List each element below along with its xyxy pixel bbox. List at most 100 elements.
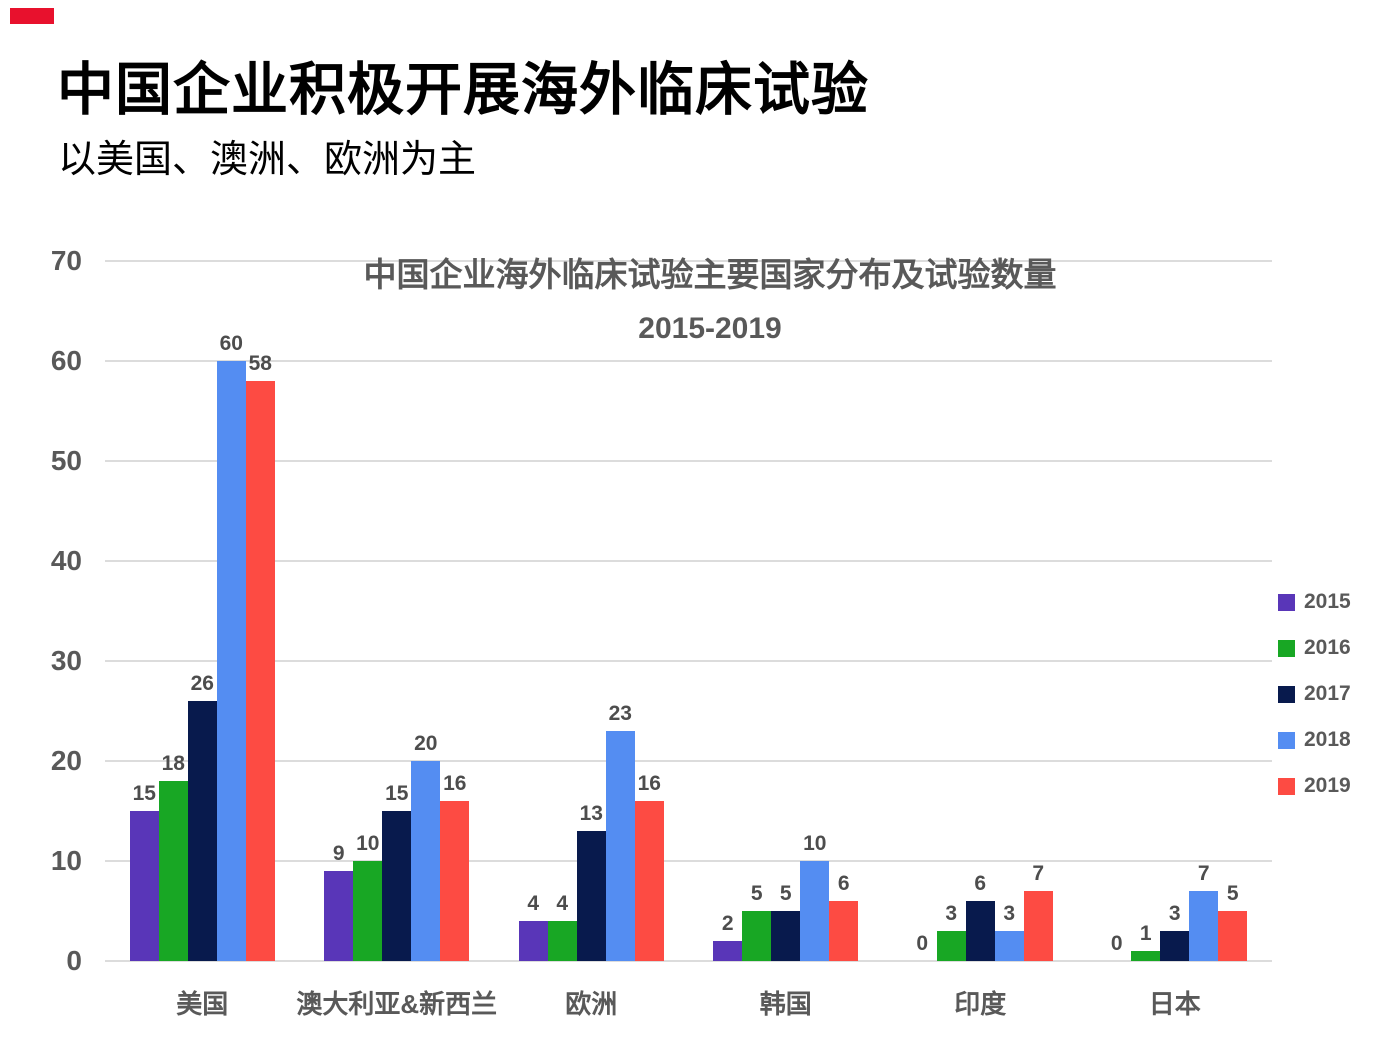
bar bbox=[936, 931, 966, 961]
bar-value-label: 3 bbox=[1168, 902, 1181, 925]
bar bbox=[1218, 911, 1248, 961]
bar bbox=[605, 731, 635, 961]
bar bbox=[742, 911, 772, 961]
gridline bbox=[105, 260, 1272, 262]
legend-swatch bbox=[1278, 593, 1295, 611]
gridline bbox=[105, 460, 1272, 462]
y-tick-label: 50 bbox=[50, 445, 82, 476]
bar bbox=[965, 901, 995, 961]
bar-value-label: 5 bbox=[779, 882, 792, 905]
bar-value-label: 16 bbox=[443, 772, 467, 795]
legend-label: 2016 bbox=[1304, 636, 1351, 659]
bar bbox=[771, 911, 801, 961]
bar-value-label: 3 bbox=[945, 902, 958, 925]
y-tick-label: 10 bbox=[50, 845, 82, 876]
bar-value-label: 26 bbox=[190, 672, 214, 695]
x-category-label: 印度 bbox=[954, 989, 1007, 1019]
bar-value-label: 58 bbox=[248, 352, 272, 375]
gridline bbox=[105, 360, 1272, 362]
legend-swatch bbox=[1278, 731, 1295, 749]
y-tick-label: 0 bbox=[66, 945, 82, 976]
x-category-label: 韩国 bbox=[759, 989, 812, 1019]
bar bbox=[411, 761, 441, 961]
bar bbox=[576, 831, 606, 961]
legend-item: 2016 bbox=[1278, 636, 1351, 660]
bar-value-label: 7 bbox=[1032, 862, 1045, 885]
x-category-label: 日本 bbox=[1148, 989, 1201, 1019]
bar-value-label: 16 bbox=[637, 772, 661, 795]
page-title: 中国企业积极开展海外临床试验 bbox=[57, 58, 869, 122]
y-tick-label: 20 bbox=[50, 745, 82, 776]
y-tick-label: 60 bbox=[50, 345, 82, 376]
legend-label: 2017 bbox=[1304, 682, 1351, 705]
bar bbox=[245, 381, 275, 961]
bar-value-label: 7 bbox=[1197, 862, 1210, 885]
bar bbox=[994, 931, 1024, 961]
bar bbox=[1189, 891, 1219, 961]
bar-value-label: 23 bbox=[608, 702, 632, 725]
bar bbox=[129, 811, 159, 961]
legend-item: 2017 bbox=[1278, 682, 1351, 706]
plot-area: 15 18 26 60 58 9 10 15 20 16 4 4 13 23 16 2 5 5 10 6 0 3 6 3 7 0 1… bbox=[105, 260, 1272, 962]
y-tick-label: 40 bbox=[50, 545, 82, 576]
bar bbox=[440, 801, 470, 961]
legend-label: 2019 bbox=[1304, 774, 1351, 797]
x-category-label: 澳大利亚&新西兰 bbox=[296, 989, 498, 1019]
gridline bbox=[105, 560, 1272, 562]
chart-title-block: 中国企业海外临床试验主要国家分布及试验数量 2015-2019 bbox=[95, 248, 1325, 346]
y-tick-label: 30 bbox=[50, 645, 82, 676]
chart-subtitle: 2015-2019 bbox=[638, 312, 782, 345]
bar-value-label: 4 bbox=[556, 892, 569, 915]
legend-swatch bbox=[1278, 777, 1295, 795]
bar bbox=[829, 901, 859, 961]
bar bbox=[518, 921, 548, 961]
gridline bbox=[105, 760, 1272, 762]
bar-value-label: 10 bbox=[356, 832, 380, 855]
bar-value-label: 9 bbox=[332, 842, 345, 865]
x-axis: 美国 澳大利亚&新西兰 欧洲 韩国 印度 日本 bbox=[105, 984, 1272, 1019]
gridline bbox=[105, 860, 1272, 862]
bar bbox=[353, 861, 383, 961]
bar bbox=[634, 801, 664, 961]
bar-value-label: 18 bbox=[161, 752, 185, 775]
legend-swatch bbox=[1278, 639, 1295, 657]
bar-value-label: 5 bbox=[750, 882, 763, 905]
legend-label: 2018 bbox=[1304, 728, 1351, 751]
bar-value-label: 6 bbox=[974, 872, 987, 895]
bar-value-label: 60 bbox=[219, 332, 243, 355]
legend-item: 2015 bbox=[1278, 590, 1351, 614]
x-category-label: 欧洲 bbox=[565, 989, 618, 1019]
bar bbox=[382, 811, 412, 961]
y-axis: 0 10 20 30 40 50 60 70 bbox=[0, 246, 82, 976]
bar-value-label: 1 bbox=[1139, 922, 1152, 945]
legend-item: 2018 bbox=[1278, 728, 1351, 752]
bar bbox=[800, 861, 830, 961]
y-tick-label: 70 bbox=[50, 245, 82, 276]
bar-value-label: 0 bbox=[916, 932, 929, 955]
bar-value-label: 0 bbox=[1110, 932, 1123, 955]
gridline bbox=[105, 660, 1272, 662]
bar-value-label: 2 bbox=[721, 912, 734, 935]
bar-value-label: 15 bbox=[132, 782, 156, 805]
chart-title: 中国企业海外临床试验主要国家分布及试验数量 bbox=[363, 256, 1057, 293]
chart-legend: 2015 2016 2017 2018 2019 bbox=[1278, 590, 1351, 820]
bar bbox=[216, 361, 246, 961]
bar bbox=[1160, 931, 1190, 961]
bar bbox=[1023, 891, 1053, 961]
top-left-red-accent bbox=[10, 8, 54, 24]
bar bbox=[713, 941, 743, 961]
bar-value-label: 4 bbox=[527, 892, 540, 915]
bar-value-label: 10 bbox=[803, 832, 827, 855]
bar-value-label: 13 bbox=[579, 802, 603, 825]
page-subtitle: 以美国、澳洲、欧洲为主 bbox=[58, 139, 477, 181]
bar bbox=[158, 781, 188, 961]
gridline bbox=[105, 960, 1272, 962]
x-category-label: 美国 bbox=[176, 989, 229, 1019]
bar bbox=[547, 921, 577, 961]
legend-item: 2019 bbox=[1278, 774, 1351, 798]
legend-swatch bbox=[1278, 685, 1295, 703]
bar bbox=[187, 701, 217, 961]
bar-value-label: 15 bbox=[385, 782, 409, 805]
legend-label: 2015 bbox=[1304, 590, 1351, 613]
